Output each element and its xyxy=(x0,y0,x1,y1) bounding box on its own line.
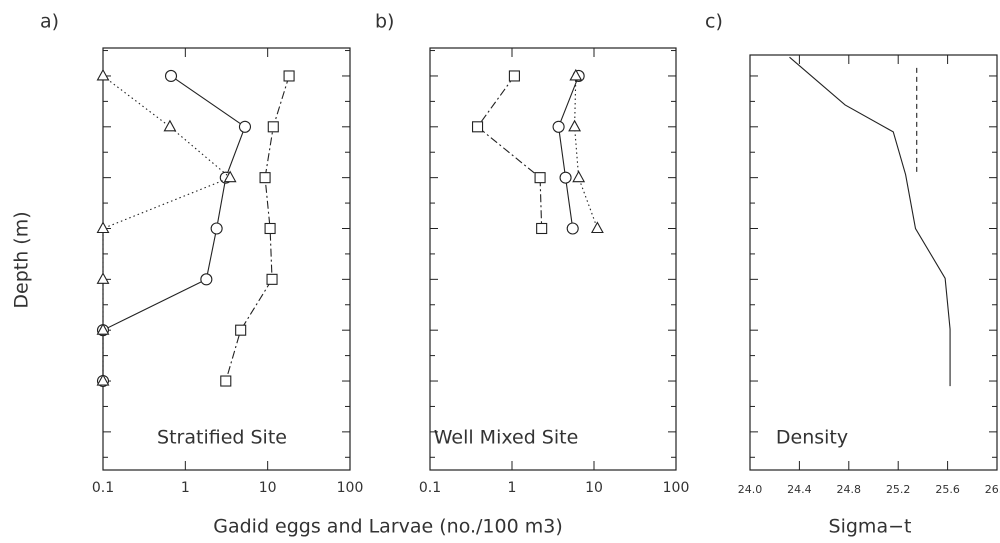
marker xyxy=(223,170,237,183)
marker xyxy=(266,273,278,285)
marker xyxy=(508,70,520,82)
x-tick-label: 25.2 xyxy=(886,483,911,496)
x-tick-label: 26.0 xyxy=(985,483,1000,496)
marker xyxy=(96,373,110,386)
marker xyxy=(96,323,110,335)
marker xyxy=(200,273,213,286)
x-tick-label: 100 xyxy=(337,480,364,496)
annotation: Stratified Site xyxy=(157,427,287,449)
x-tick-label: 1 xyxy=(181,480,190,496)
marker xyxy=(569,68,583,81)
x-tick-label: 0.1 xyxy=(419,480,441,496)
x-tick-label: 10 xyxy=(585,480,603,496)
x-tick-label: 10 xyxy=(259,480,277,496)
marker xyxy=(267,121,279,133)
marker xyxy=(210,222,223,235)
marker xyxy=(568,119,582,132)
x-tick-label: 0.1 xyxy=(92,480,114,496)
x-tick-label: 24.4 xyxy=(787,483,812,496)
profile-line xyxy=(789,56,951,387)
plot-frame xyxy=(749,54,998,471)
marker xyxy=(471,121,484,133)
plot-frame xyxy=(429,47,677,471)
marker xyxy=(96,221,110,234)
marker xyxy=(566,222,579,235)
profile-line xyxy=(476,75,543,229)
marker xyxy=(552,120,565,133)
x-tick-label: 24.8 xyxy=(837,483,862,496)
x-tick-label: 24.0 xyxy=(738,483,763,496)
marker xyxy=(96,272,110,284)
panel-label: c) xyxy=(705,11,723,33)
marker xyxy=(534,172,546,184)
y-axis-label: Depth (m) xyxy=(11,211,33,308)
profile-line xyxy=(558,75,580,229)
x-axis-label: Sigma−t xyxy=(829,516,912,538)
marker xyxy=(163,119,177,132)
x-axis-label: Gadid eggs and Larvae (no./100 m3) xyxy=(213,516,563,538)
marker xyxy=(590,221,604,234)
marker xyxy=(283,70,295,82)
annotation: Well Mixed Site xyxy=(434,427,579,449)
plot-frame xyxy=(102,47,351,471)
x-tick-label: 100 xyxy=(663,480,690,496)
annotation: Density xyxy=(776,427,848,449)
marker xyxy=(238,120,252,133)
panel-label: b) xyxy=(375,11,394,33)
x-tick-label: 25.6 xyxy=(935,483,960,496)
marker xyxy=(259,172,271,184)
marker xyxy=(264,222,276,235)
profile-line xyxy=(574,75,598,229)
marker xyxy=(559,171,572,184)
marker xyxy=(220,375,232,387)
profile-line xyxy=(102,75,246,382)
marker xyxy=(96,68,110,81)
marker xyxy=(235,324,247,336)
marker xyxy=(164,69,178,83)
x-tick-label: 1 xyxy=(508,480,517,496)
panel-label: a) xyxy=(40,11,59,33)
marker xyxy=(536,222,548,235)
marker xyxy=(572,170,586,183)
